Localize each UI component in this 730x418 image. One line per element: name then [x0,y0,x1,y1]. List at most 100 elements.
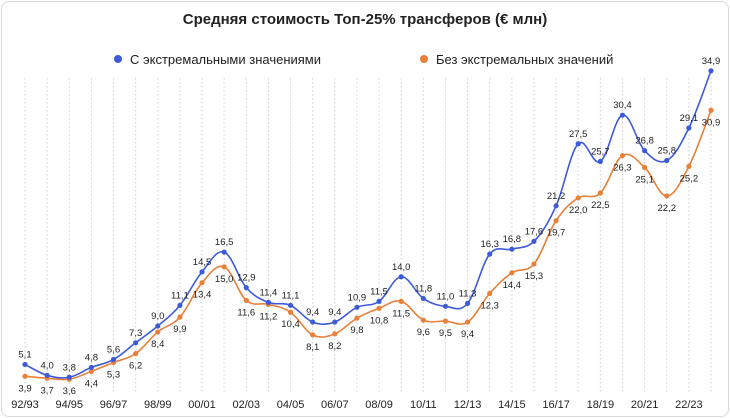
data-label-with-extremes: 12,9 [237,273,256,284]
data-label-without-extremes: 6,2 [129,361,142,372]
data-label-without-extremes: 3,7 [41,385,54,396]
data-label-with-extremes: 11,0 [437,291,455,302]
data-point-without-extremes [22,373,28,379]
data-point-with-extremes [642,148,648,154]
data-label-with-extremes: 25,8 [657,146,676,157]
series-line-with-extremes [24,70,712,379]
data-point-with-extremes [354,304,360,310]
data-point-without-extremes [133,351,139,357]
data-label-without-extremes: 22,5 [591,200,610,211]
data-point-with-extremes [133,340,139,346]
legend-label-with-extremes: С экстремальными значениями [130,51,322,67]
data-label-with-extremes: 11,1 [171,290,189,301]
legend-marker-without-extremes [420,55,428,63]
data-point-with-extremes [243,285,249,291]
data-label-with-extremes: 16,5 [215,237,234,248]
data-label-without-extremes: 10,8 [370,315,389,326]
data-label-with-extremes: 17,6 [525,226,544,237]
data-label-with-extremes: 34,9 [702,56,721,67]
data-label-without-extremes: 22,0 [569,205,588,216]
data-label-with-extremes: 11,8 [414,283,432,294]
data-label-with-extremes: 30,4 [613,100,632,111]
x-tick-label: 08/09 [365,399,393,411]
data-label-without-extremes: 22,2 [657,203,676,214]
data-point-without-extremes [664,193,670,199]
data-label-without-extremes: 9,5 [439,328,452,339]
legend-item-with-extremes: С экстремальными значениями [114,50,321,68]
data-label-without-extremes: 10,4 [281,319,300,330]
data-point-with-extremes [88,364,94,371]
data-point-without-extremes [310,332,316,338]
x-tick-label: 20/21 [631,399,659,411]
data-point-without-extremes [442,318,449,324]
data-point-without-extremes [221,264,227,270]
data-point-with-extremes [398,274,404,280]
data-point-with-extremes [265,299,272,305]
data-label-with-extremes: 3,8 [63,362,76,373]
data-label-with-extremes: 9,0 [151,311,164,322]
data-label-without-extremes: 9,6 [417,327,430,338]
data-point-with-extremes [66,374,72,380]
data-label-without-extremes: 9,4 [461,329,474,340]
data-point-with-extremes [553,203,559,209]
data-point-with-extremes [531,238,537,244]
data-point-with-extremes [619,112,626,118]
data-label-without-extremes: 26,3 [613,163,632,174]
x-tick-label: 06/07 [321,399,349,411]
data-label-with-extremes: 26,8 [635,136,654,147]
data-label-without-extremes: 12,3 [480,301,499,312]
data-point-with-extremes [332,319,338,325]
data-point-without-extremes [597,190,603,196]
legend-label-without-extremes: Без экстремальных значений [436,51,614,67]
data-label-without-extremes: 30,9 [702,117,721,128]
data-point-with-extremes [708,68,714,74]
data-point-with-extremes [221,249,227,255]
data-point-without-extremes [376,305,382,311]
data-label-without-extremes: 14,4 [503,280,522,291]
data-label-with-extremes: 29,1 [680,113,699,124]
data-label-without-extremes: 8,4 [151,339,164,350]
data-label-with-extremes: 5,6 [107,345,120,356]
data-point-with-extremes [686,125,692,131]
data-label-without-extremes: 9,8 [350,325,363,336]
data-point-with-extremes [22,361,28,368]
data-label-with-extremes: 4,0 [41,360,54,371]
data-label-with-extremes: 11,4 [260,287,278,298]
x-tick-label: 98/99 [144,399,172,411]
data-label-without-extremes: 3,6 [63,386,76,397]
data-point-without-extremes [420,317,426,323]
data-label-without-extremes: 25,2 [680,173,699,184]
data-point-with-extremes [464,300,471,306]
x-tick-label: 94/95 [55,399,83,411]
data-label-without-extremes: 13,4 [193,290,212,301]
data-label-with-extremes: 4,8 [85,352,98,363]
data-label-with-extremes: 9,4 [306,307,319,318]
data-point-with-extremes [442,303,449,309]
data-point-without-extremes [708,107,714,113]
data-point-with-extremes [155,323,161,329]
data-label-without-extremes: 8,2 [328,341,341,352]
legend-item-without-extremes: Без экстремальных значений [420,50,613,68]
data-label-without-extremes: 11,2 [260,311,278,322]
x-tick-label: 14/15 [498,399,526,411]
data-point-without-extremes [199,280,205,286]
data-point-with-extremes [199,269,205,275]
data-point-without-extremes [686,163,692,170]
data-label-without-extremes: 15,0 [215,274,234,285]
data-label-with-extremes: 10,9 [348,292,367,303]
data-label-with-extremes: 5,1 [18,349,31,360]
data-point-without-extremes [553,218,559,224]
data-label-without-extremes: 11,5 [392,308,410,319]
data-point-without-extremes [487,290,493,297]
data-point-without-extremes [354,315,360,321]
data-point-with-extremes [310,319,316,325]
x-tick-label: 16/17 [542,399,570,411]
x-tick-label: 22/23 [675,399,703,411]
data-label-with-extremes: 11,5 [370,286,388,297]
data-point-without-extremes [531,261,537,267]
data-label-without-extremes: 8,1 [306,342,319,353]
data-label-without-extremes: 4,4 [85,378,98,389]
data-point-without-extremes [509,270,515,276]
chart-title: Средняя стоимость Топ-25% трансферов (€ … [182,11,548,28]
data-point-with-extremes [110,356,117,363]
